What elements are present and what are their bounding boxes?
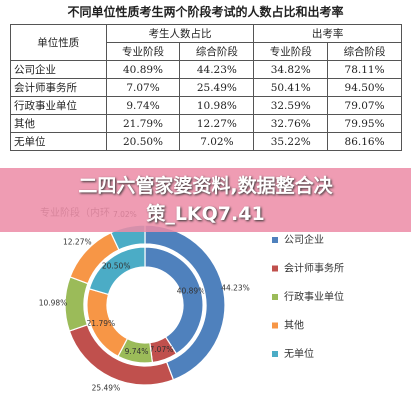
header-cell: 单位性质	[10, 24, 107, 61]
legend-swatch	[272, 265, 278, 272]
header-cell: 专业阶段	[105, 42, 181, 61]
overlay-banner: 二四六管家婆资料,数据整合决 策_LKQ7.41	[0, 168, 411, 232]
data-label: 20.50%	[102, 262, 131, 271]
data-label: 9.74%	[125, 347, 149, 356]
header-cell: 考生人数占比	[105, 24, 255, 43]
table-cell: 79.07%	[327, 96, 402, 115]
table-cell: 50.41%	[253, 78, 329, 97]
table-cell: 无单位	[10, 132, 107, 151]
header-cell: 综合阶段	[179, 42, 255, 61]
data-label: 10.98%	[39, 299, 68, 308]
data-label: 25.49%	[92, 383, 121, 392]
table-row: 行政事业单位 9.74% 10.98% 32.59% 79.07%	[10, 96, 402, 115]
table-cell: 35.22%	[253, 132, 329, 151]
legend-label: 会计师事务所	[284, 262, 344, 275]
page-title: 不同单位性质考生两个阶段考试的人数占比和出考率	[67, 5, 344, 19]
table-cell: 其他	[10, 114, 107, 133]
banner-line: 二四六管家婆资料,数据整合决	[78, 175, 333, 197]
table-cell: 12.27%	[179, 114, 255, 133]
table-cell: 44.23%	[179, 60, 255, 79]
donut-slice	[64, 276, 89, 332]
legend-label: 公司企业	[284, 233, 324, 246]
legend-swatch	[272, 322, 278, 329]
table-cell: 行政事业单位	[10, 96, 107, 115]
data-table: 单位性质 考生人数占比 出考率 专业阶段 综合阶段 专业阶段 综合阶段 公司企业 40.89% 4…	[10, 24, 402, 151]
data-label: 40.89%	[177, 286, 206, 295]
table-cell: 25.49%	[179, 78, 255, 97]
table-cell: 32.59%	[253, 96, 329, 115]
legend-label: 其他	[284, 319, 304, 332]
header-cell: 出考率	[253, 24, 402, 43]
legend-swatch	[272, 237, 278, 243]
legend-label: 行政事业单位	[284, 290, 344, 303]
table-cell: 94.50%	[327, 78, 402, 97]
table-row: 会计师事务所 7.07% 25.49% 50.41% 94.50%	[10, 78, 402, 97]
header-cell: 综合阶段	[327, 42, 402, 61]
donut-chart: 专业阶段（内环40.89%7.07%9.74%21.79%20.50%44.23…	[39, 206, 344, 392]
legend-swatch	[272, 294, 278, 300]
table-cell: 公司企业	[10, 60, 107, 79]
table-cell: 9.74%	[105, 96, 181, 115]
data-label: 21.79%	[87, 319, 116, 328]
table-cell: 7.07%	[105, 78, 181, 97]
table-cell: 78.11%	[327, 60, 402, 79]
legend-label: 无单位	[284, 347, 314, 360]
banner-line: 策_LKQ7.41	[146, 203, 265, 225]
table-row: 无单位 20.50% 7.02% 35.22% 86.16%	[10, 132, 402, 151]
table-cell: 32.76%	[253, 114, 329, 133]
data-label: 7.07%	[150, 345, 174, 354]
table-cell: 10.98%	[179, 96, 255, 115]
data-label: 12.27%	[63, 238, 92, 247]
table-cell: 40.89%	[105, 60, 181, 79]
table-cell: 21.79%	[105, 114, 181, 133]
table-cell: 7.02%	[179, 132, 255, 151]
table-cell: 34.82%	[253, 60, 329, 79]
table-cell: 会计师事务所	[10, 78, 107, 97]
header-row: 单位性质 考生人数占比 出考率	[10, 24, 402, 61]
header-cell: 专业阶段	[253, 42, 329, 61]
table-cell: 79.95%	[327, 114, 402, 133]
legend-swatch	[272, 351, 278, 357]
data-label: 44.23%	[221, 283, 250, 292]
table-row: 公司企业 40.89% 44.23% 34.82% 78.11%	[10, 60, 402, 79]
donut-slice	[88, 246, 146, 296]
table-row: 其他 21.79% 12.27% 32.76% 79.95%	[10, 114, 402, 133]
table-cell: 86.16%	[327, 132, 402, 151]
table-cell: 20.50%	[105, 132, 181, 151]
